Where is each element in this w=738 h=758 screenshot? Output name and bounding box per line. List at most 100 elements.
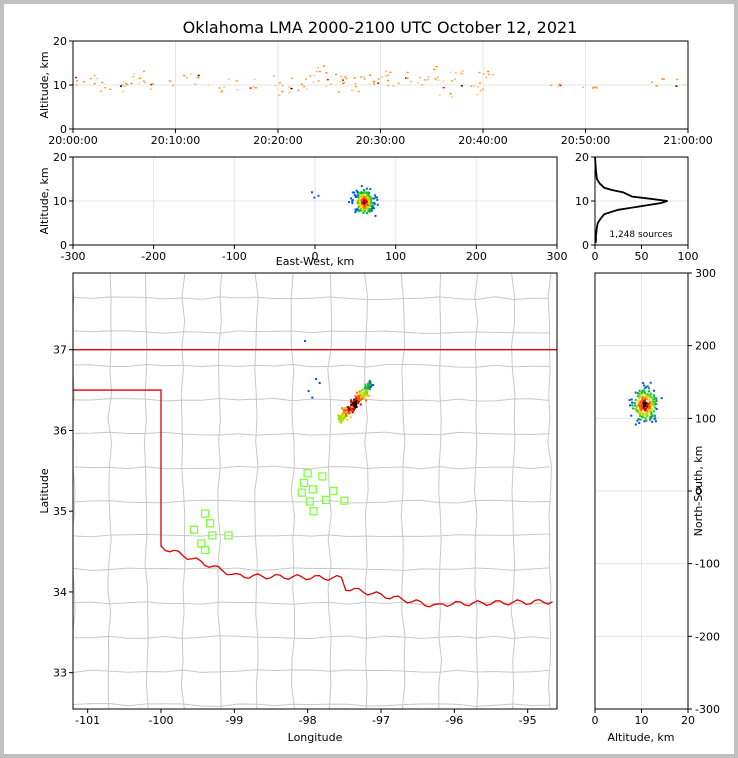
map-source-mark bbox=[350, 399, 353, 402]
ns-source-mark bbox=[645, 404, 648, 407]
county-line bbox=[254, 273, 259, 709]
lightning-source-mark bbox=[137, 78, 140, 80]
histogram-line bbox=[594, 156, 668, 243]
lightning-source-mark bbox=[661, 78, 664, 80]
lightning-source-mark bbox=[453, 78, 456, 80]
ew-source-mark bbox=[351, 200, 354, 203]
county-line bbox=[73, 363, 550, 368]
ns-source-mark bbox=[642, 401, 645, 404]
map-source-mark bbox=[366, 386, 369, 389]
map-source-mark bbox=[364, 399, 367, 402]
ns-source-mark bbox=[642, 382, 645, 385]
ns-source-mark bbox=[638, 389, 641, 392]
lightning-source-mark bbox=[125, 82, 128, 85]
lightning-source-mark bbox=[119, 85, 122, 87]
x-tick-label: 100 bbox=[385, 250, 406, 263]
map-source-mark bbox=[353, 404, 356, 407]
ew-source-mark bbox=[368, 209, 371, 212]
ew-source-mark bbox=[359, 205, 362, 208]
ew-source-mark bbox=[376, 203, 379, 206]
ew-source-mark bbox=[364, 200, 367, 203]
ns-source-mark bbox=[638, 405, 641, 408]
county-line bbox=[180, 273, 186, 709]
ew-source-mark bbox=[357, 193, 360, 196]
ew-source-mark bbox=[375, 196, 378, 199]
map-source-mark bbox=[343, 416, 346, 419]
map-outlier-mark bbox=[315, 377, 317, 380]
ew-source-mark bbox=[366, 203, 369, 206]
ns-source-mark bbox=[648, 404, 651, 407]
x-tick-label: 20:40:00 bbox=[458, 134, 507, 147]
x-tick-label: -200 bbox=[141, 250, 166, 263]
map-source-mark bbox=[365, 387, 368, 390]
ns-source-mark bbox=[643, 405, 646, 408]
x-tick-label: 20:30:00 bbox=[356, 134, 405, 147]
ns-source-mark bbox=[644, 395, 647, 398]
map-source-mark bbox=[351, 411, 354, 414]
ew-source-mark bbox=[369, 197, 372, 200]
ew-source-mark bbox=[359, 195, 362, 198]
ew-source-mark bbox=[366, 191, 369, 194]
ns-source-mark bbox=[645, 407, 648, 410]
map-source-mark bbox=[369, 386, 372, 389]
map-source-mark bbox=[341, 412, 344, 415]
ns-source-mark bbox=[637, 418, 640, 421]
map-source-mark bbox=[348, 409, 351, 412]
ew-source-mark bbox=[362, 189, 365, 192]
ew-source-mark bbox=[368, 200, 371, 203]
ew-source-mark bbox=[365, 205, 368, 208]
ew-source-mark bbox=[364, 206, 367, 209]
ns-source-mark bbox=[653, 389, 656, 392]
ns-source-mark bbox=[651, 408, 654, 411]
source-count-annotation: 1,248 sources bbox=[609, 230, 673, 240]
x-tick-label: -100 bbox=[149, 714, 174, 727]
map-source-mark bbox=[361, 389, 364, 392]
y-tick-label: 33 bbox=[53, 667, 67, 680]
ns-source-mark bbox=[633, 402, 636, 405]
lightning-source-mark bbox=[122, 81, 125, 84]
county-line bbox=[290, 273, 296, 709]
lightning-source-mark bbox=[559, 84, 562, 87]
map-source-mark bbox=[356, 395, 359, 398]
ns-source-mark bbox=[642, 403, 645, 406]
ns-source-mark bbox=[645, 402, 648, 405]
lightning-source-mark bbox=[281, 90, 284, 93]
ns-source-mark bbox=[637, 400, 640, 403]
map-source-mark bbox=[359, 398, 362, 401]
lightning-source-mark bbox=[427, 79, 430, 81]
x-tick-label: 100 bbox=[678, 250, 699, 263]
y-tick-label: 200 bbox=[695, 340, 716, 353]
lightning-source-mark bbox=[675, 85, 678, 87]
altitude-histogram-panel: 0 50 100 0 10 20 1,248 sources bbox=[575, 151, 699, 263]
lightning-source-mark bbox=[487, 73, 490, 76]
plan-view-xlabel: Longitude bbox=[288, 731, 343, 744]
map-source-mark bbox=[359, 390, 362, 393]
map-source-mark bbox=[365, 385, 368, 388]
ew-source-mark bbox=[359, 209, 362, 212]
ew-source-mark bbox=[370, 202, 373, 205]
lightning-source-mark bbox=[322, 65, 325, 67]
ew-source-mark bbox=[363, 207, 366, 210]
map-source-mark bbox=[355, 405, 358, 408]
ew-source-mark bbox=[356, 191, 359, 194]
lightning-source-mark bbox=[436, 76, 439, 78]
lma-station-marker bbox=[329, 486, 338, 496]
ew-source-mark bbox=[360, 191, 363, 194]
county-line bbox=[73, 431, 550, 436]
ns-source-mark bbox=[639, 407, 642, 410]
ew-source-mark bbox=[368, 207, 371, 210]
map-source-mark bbox=[338, 420, 341, 423]
map-source-mark bbox=[357, 396, 360, 399]
lightning-source-mark bbox=[406, 71, 409, 74]
ew-source-mark bbox=[361, 199, 364, 202]
lightning-source-mark bbox=[595, 86, 598, 89]
map-source-mark bbox=[355, 400, 358, 403]
lightning-source-mark bbox=[278, 94, 281, 96]
ns-source-mark bbox=[640, 405, 643, 408]
ns-source-mark bbox=[641, 396, 644, 399]
map-source-mark bbox=[370, 384, 373, 387]
lightning-source-mark bbox=[343, 81, 346, 84]
map-source-mark bbox=[354, 406, 357, 409]
lightning-source-mark bbox=[595, 87, 598, 90]
map-source-mark bbox=[349, 415, 352, 418]
